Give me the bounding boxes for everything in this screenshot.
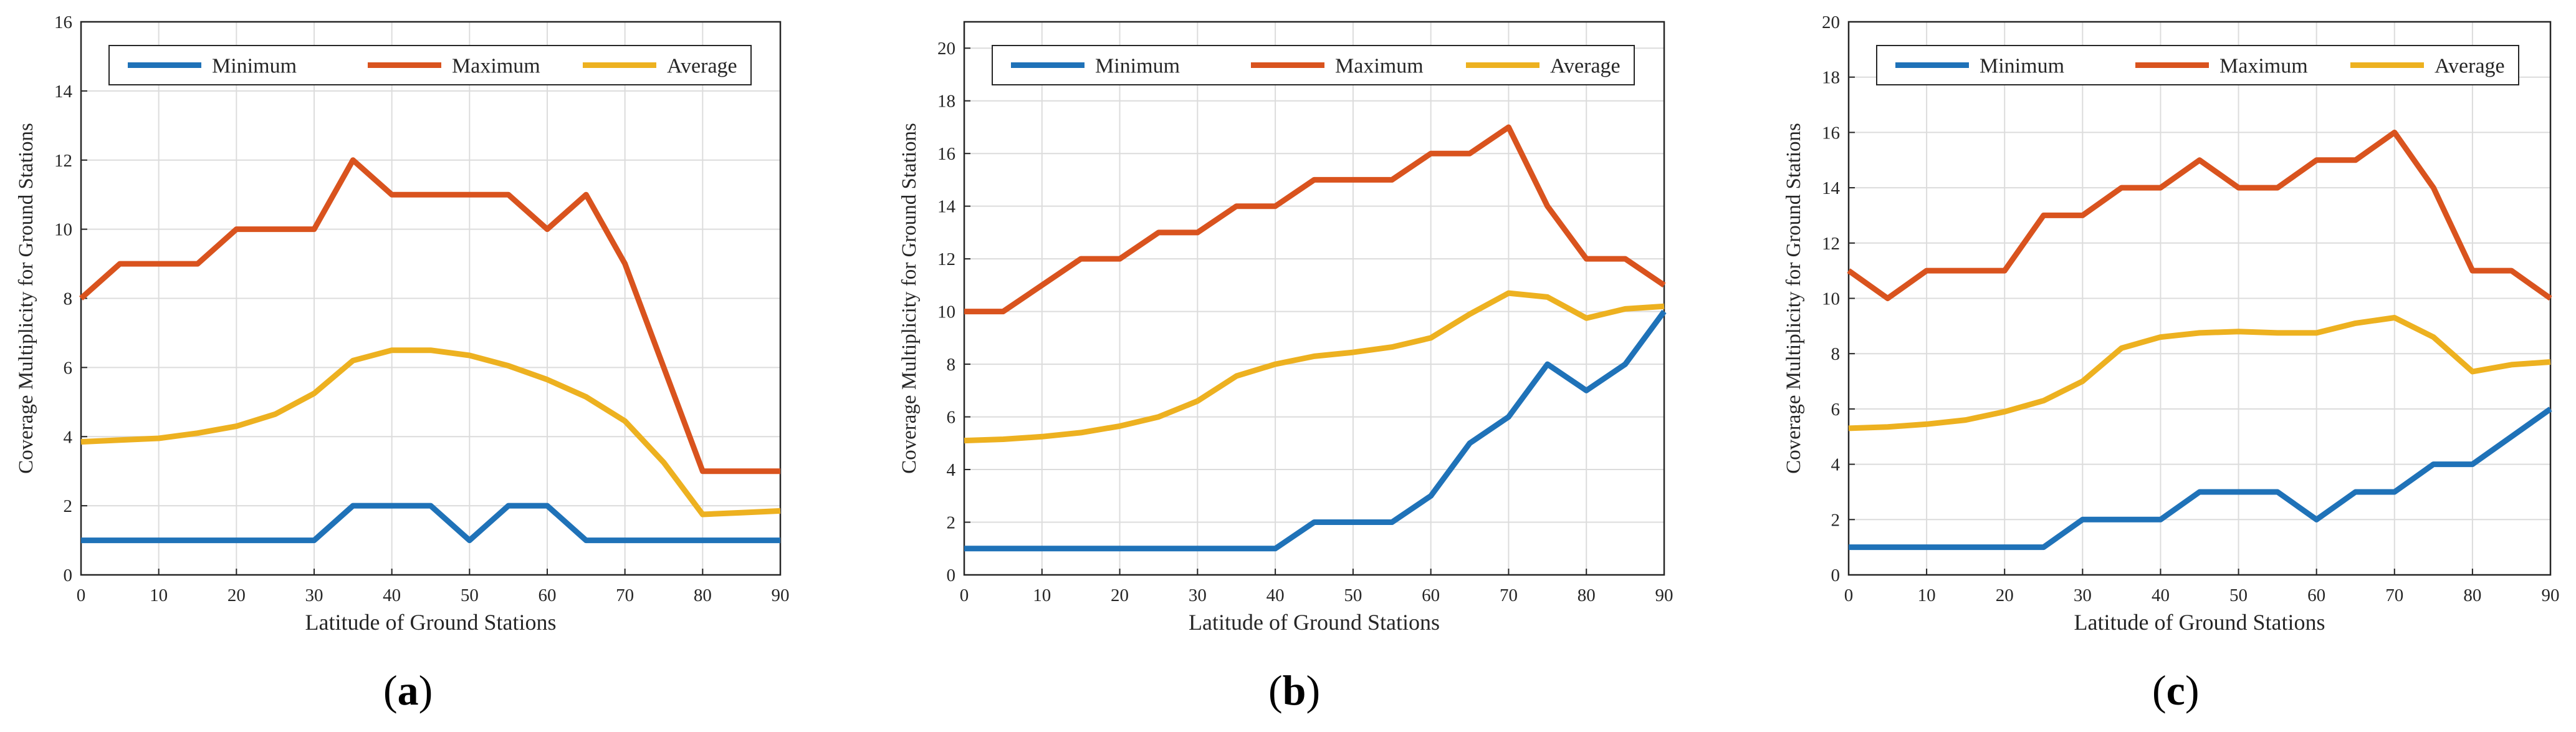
y-tick-label: 16 bbox=[1822, 123, 1840, 143]
x-tick-label: 90 bbox=[772, 585, 790, 605]
y-axis-label: Coverage Multiplicity for Ground Station… bbox=[15, 123, 37, 474]
y-tick-label: 10 bbox=[54, 220, 72, 240]
x-tick-label: 50 bbox=[2229, 585, 2248, 605]
axes-box bbox=[963, 21, 1665, 576]
series-line-maximum bbox=[1847, 129, 2552, 301]
y-tick-label: 16 bbox=[54, 12, 72, 32]
x-tick-label: 90 bbox=[1655, 585, 1673, 605]
y-tick-label: 2 bbox=[1831, 510, 1841, 530]
y-tick-label: 14 bbox=[937, 197, 956, 217]
y-axis-label: Coverage Multiplicity for Ground Station… bbox=[898, 123, 921, 474]
chart-a: 0 10 20 30 40 50 60 70 80 90 0 2 4 6 8 10 12 14 16 Latitude… bbox=[15, 12, 790, 635]
x-axis-label: Latitude of Ground Stations bbox=[1189, 610, 1440, 635]
y-tick-label: 12 bbox=[937, 249, 955, 269]
y-tick-label: 10 bbox=[1822, 289, 1840, 309]
y-axis-label: Coverage Multiplicity for Ground Station… bbox=[1783, 123, 1805, 474]
legend-label-maximum: Maximum bbox=[2219, 55, 2308, 78]
legend-label-maximum: Maximum bbox=[1335, 55, 1424, 78]
legend-label-minimum: Minimum bbox=[1095, 55, 1180, 78]
series-line-maximum bbox=[79, 157, 780, 474]
y-tick-label: 10 bbox=[937, 302, 955, 322]
panel-label-c: (c) bbox=[2152, 667, 2200, 714]
x-tick-label: 0 bbox=[77, 585, 86, 605]
series-line-average bbox=[964, 290, 1665, 444]
legend: Minimum Maximum Average bbox=[1876, 45, 2519, 85]
y-tick-label: 0 bbox=[947, 566, 956, 585]
y-tick-label: 4 bbox=[947, 460, 956, 480]
chart-c: 0 10 20 30 40 50 60 70 80 90 0 2 4 6 8 10 12 14 16 18 20 Lati… bbox=[1783, 12, 2560, 635]
legend-label-average: Average bbox=[1550, 55, 1621, 78]
x-tick-label: 60 bbox=[2307, 585, 2325, 605]
x-tick-label: 30 bbox=[2074, 585, 2092, 605]
chart-b: 0 10 20 30 40 50 60 70 80 90 0 2 4 6 8 10 12 14 16 18 20 Lati… bbox=[898, 21, 1673, 635]
x-tick-label: 20 bbox=[1996, 585, 2014, 605]
y-tick-label: 2 bbox=[947, 513, 956, 533]
x-tick-label: 30 bbox=[1189, 585, 1207, 605]
y-tick-label: 18 bbox=[937, 92, 955, 112]
x-tick-label: 40 bbox=[2152, 585, 2170, 605]
x-tick-label: 0 bbox=[1844, 585, 1854, 605]
legend-label-maximum: Maximum bbox=[452, 55, 540, 78]
y-tick-label: 0 bbox=[1831, 566, 1841, 585]
y-tick-label: 4 bbox=[1831, 455, 1841, 475]
series-line-minimum bbox=[1849, 407, 2552, 551]
legend-label-average: Average bbox=[2435, 55, 2505, 78]
y-tick-label: 2 bbox=[64, 496, 73, 516]
x-tick-label: 10 bbox=[1033, 585, 1051, 605]
y-tick-label: 18 bbox=[1822, 68, 1840, 88]
legend-label-minimum: Minimum bbox=[212, 55, 297, 78]
x-tick-label: 20 bbox=[1111, 585, 1129, 605]
series-line-minimum bbox=[964, 309, 1667, 552]
x-tick-label: 70 bbox=[2385, 585, 2403, 605]
x-tick-label: 60 bbox=[539, 585, 557, 605]
legend: Minimum Maximum Average bbox=[992, 45, 1635, 85]
x-tick-label: 70 bbox=[616, 585, 634, 605]
x-tick-label: 50 bbox=[1344, 585, 1362, 605]
x-tick-label: 80 bbox=[1578, 585, 1596, 605]
plot-area bbox=[964, 22, 1664, 575]
series-line-maximum bbox=[964, 124, 1666, 315]
legend-label-average: Average bbox=[667, 55, 737, 78]
x-tick-label: 20 bbox=[227, 585, 246, 605]
x-axis-label: Latitude of Ground Stations bbox=[305, 610, 557, 635]
x-tick-label: 40 bbox=[383, 585, 401, 605]
legend: Minimum Maximum Average bbox=[108, 45, 752, 85]
x-tick-label: 30 bbox=[305, 585, 323, 605]
series-line-average bbox=[80, 347, 781, 518]
x-tick-label: 90 bbox=[2542, 585, 2560, 605]
panel-label-b: (b) bbox=[1268, 667, 1321, 714]
x-axis-label: Latitude of Ground Stations bbox=[2074, 610, 2325, 635]
y-tick-label: 4 bbox=[64, 427, 73, 447]
panel-label-a: (a) bbox=[383, 667, 433, 714]
y-tick-label: 14 bbox=[1822, 178, 1841, 198]
x-tick-label: 10 bbox=[150, 585, 168, 605]
y-tick-label: 14 bbox=[54, 82, 73, 102]
x-tick-label: 10 bbox=[1918, 585, 1936, 605]
y-tick-label: 0 bbox=[64, 566, 73, 585]
x-tick-label: 40 bbox=[1266, 585, 1285, 605]
x-tick-label: 50 bbox=[461, 585, 479, 605]
y-tick-label: 8 bbox=[947, 355, 956, 375]
x-tick-label: 60 bbox=[1422, 585, 1440, 605]
y-tick-label: 6 bbox=[64, 358, 73, 378]
y-tick-label: 12 bbox=[1822, 234, 1840, 254]
series-line-average bbox=[1848, 315, 2551, 431]
x-tick-label: 80 bbox=[2463, 585, 2481, 605]
y-tick-label: 8 bbox=[1831, 344, 1841, 364]
y-tick-label: 12 bbox=[54, 151, 72, 171]
y-tick-label: 8 bbox=[64, 289, 73, 309]
y-tick-label: 6 bbox=[947, 408, 956, 428]
series-line-minimum bbox=[81, 503, 780, 544]
x-tick-label: 0 bbox=[960, 585, 969, 605]
y-tick-label: 16 bbox=[937, 144, 955, 164]
y-tick-label: 6 bbox=[1831, 400, 1841, 420]
x-tick-label: 70 bbox=[1500, 585, 1518, 605]
legend-label-minimum: Minimum bbox=[1980, 55, 2064, 78]
y-tick-label: 20 bbox=[1822, 12, 1840, 32]
y-tick-label: 20 bbox=[937, 39, 955, 59]
x-tick-label: 80 bbox=[694, 585, 712, 605]
